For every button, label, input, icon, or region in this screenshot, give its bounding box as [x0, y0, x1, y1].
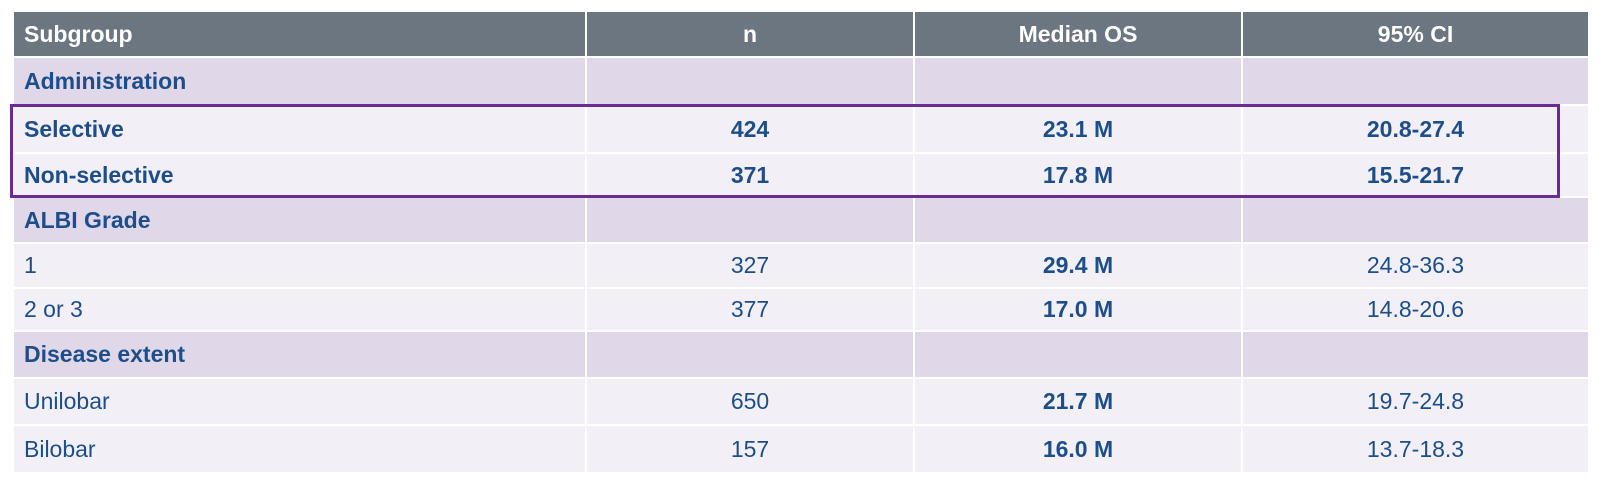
data-row: Unilobar 650 21.7 M 19.7-24.8 — [12, 377, 1590, 426]
cell: 377 — [585, 287, 915, 332]
cell: Unilobar — [12, 377, 587, 426]
header-cell: 95% CI — [1241, 10, 1590, 58]
cell: Non-selective — [12, 152, 587, 198]
data-row: 1 327 29.4 M 24.8-36.3 — [12, 242, 1590, 289]
data-row: Bilobar 157 16.0 M 13.7-18.3 — [12, 424, 1590, 474]
cell: 157 — [585, 424, 915, 474]
cell: 424 — [585, 104, 915, 154]
empty-cell — [585, 196, 915, 244]
cell: 21.7 M — [913, 377, 1243, 426]
cell: 19.7-24.8 — [1241, 377, 1590, 426]
cell: 17.0 M — [913, 287, 1243, 332]
cell: 371 — [585, 152, 915, 198]
cell: 1 — [12, 242, 587, 289]
cell: 15.5-21.7 — [1241, 152, 1590, 198]
group-row: Disease extent — [12, 330, 1590, 379]
group-row: Administration — [12, 56, 1590, 106]
cell: 2 or 3 — [12, 287, 587, 332]
cell: 16.0 M — [913, 424, 1243, 474]
header-cell: Median OS — [913, 10, 1243, 58]
header-cell: n — [585, 10, 915, 58]
empty-cell — [913, 330, 1243, 379]
cell: 17.8 M — [913, 152, 1243, 198]
cell: 24.8-36.3 — [1241, 242, 1590, 289]
cell: 327 — [585, 242, 915, 289]
empty-cell — [1241, 330, 1590, 379]
cell: Selective — [12, 104, 587, 154]
cell: 650 — [585, 377, 915, 426]
cell: 13.7-18.3 — [1241, 424, 1590, 474]
header-cell: Subgroup — [12, 10, 587, 58]
empty-cell — [585, 56, 915, 106]
cell: 14.8-20.6 — [1241, 287, 1590, 332]
cell: 20.8-27.4 — [1241, 104, 1590, 154]
group-row: ALBI Grade — [12, 196, 1590, 244]
group-label: ALBI Grade — [12, 196, 587, 244]
cell: 29.4 M — [913, 242, 1243, 289]
header-row: Subgroup n Median OS 95% CI — [12, 10, 1590, 58]
empty-cell — [585, 330, 915, 379]
data-row: Selective 424 23.1 M 20.8-27.4 — [12, 104, 1590, 154]
group-label: Disease extent — [12, 330, 587, 379]
data-row: 2 or 3 377 17.0 M 14.8-20.6 — [12, 287, 1590, 332]
data-row: Non-selective 371 17.8 M 15.5-21.7 — [12, 152, 1590, 198]
subgroup-table: Subgroup n Median OS 95% CI Administrati… — [12, 10, 1590, 474]
cell: 23.1 M — [913, 104, 1243, 154]
empty-cell — [1241, 56, 1590, 106]
empty-cell — [913, 196, 1243, 244]
group-label: Administration — [12, 56, 587, 106]
cell: Bilobar — [12, 424, 587, 474]
empty-cell — [1241, 196, 1590, 244]
empty-cell — [913, 56, 1243, 106]
